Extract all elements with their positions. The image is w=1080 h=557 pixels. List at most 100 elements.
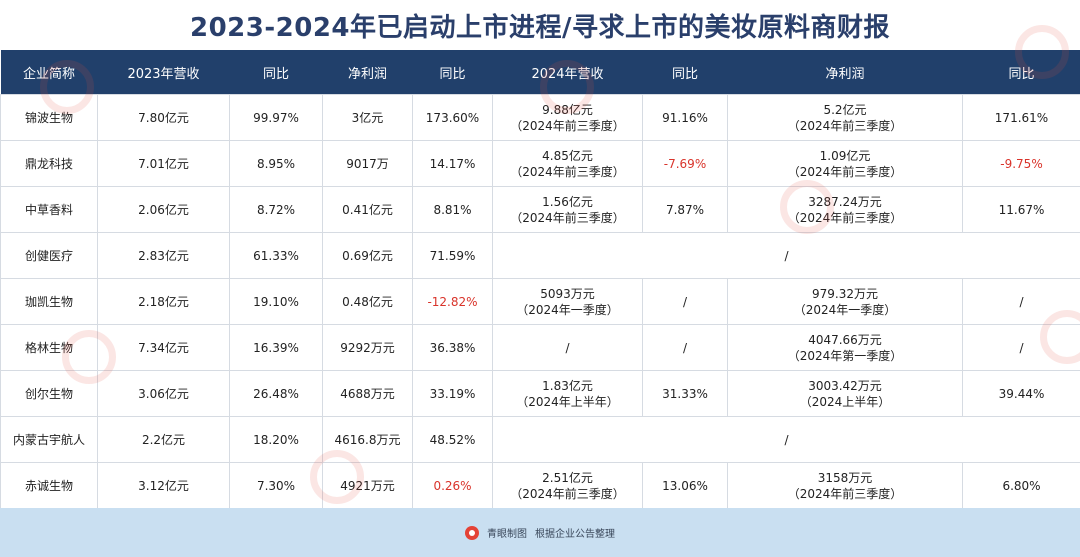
revenue-2024-value: 1.83亿元 bbox=[542, 378, 593, 393]
revenue-2023: 7.01亿元 bbox=[97, 140, 230, 187]
table-row: 锦波生物 7.80亿元 99.97% 3亿元 173.60% 9.88亿元 （2024年前三… bbox=[0, 94, 1080, 141]
revenue-2024-yoy: / bbox=[642, 324, 728, 371]
net-profit-2024-yoy: / bbox=[962, 278, 1080, 325]
net-profit-2024: 5.2亿元 （2024年前三季度） bbox=[727, 94, 963, 141]
net-profit-2023: 0.48亿元 bbox=[322, 278, 413, 325]
company-name: 创健医疗 bbox=[0, 232, 98, 279]
revenue-2024-period: （2024年上半年） bbox=[516, 394, 619, 409]
net-profit-2024: 3158万元 （2024年前三季度） bbox=[727, 462, 963, 509]
net-profit-2024-yoy: 11.67% bbox=[962, 186, 1080, 233]
revenue-2024-period: （2024年前三季度） bbox=[510, 118, 625, 133]
net-profit-2024: 979.32万元 （2024年一季度） bbox=[727, 278, 963, 325]
company-name: 珈凯生物 bbox=[0, 278, 98, 325]
net-profit-2023: 4688万元 bbox=[322, 370, 413, 417]
net-profit-2023: 9017万 bbox=[322, 140, 413, 187]
column-header: 同比 bbox=[642, 50, 728, 95]
net-profit-2023-yoy: 173.60% bbox=[412, 94, 493, 141]
revenue-2024: 2.51亿元 （2024年前三季度） bbox=[492, 462, 643, 509]
net-profit-2024-period: （2024年前三季度） bbox=[787, 164, 903, 179]
revenue-2024-yoy: 91.16% bbox=[642, 94, 728, 141]
column-header: 企业简称 bbox=[0, 50, 98, 95]
revenue-2024-period: （2024年一季度） bbox=[516, 302, 619, 317]
revenue-2024: 4.85亿元 （2024年前三季度） bbox=[492, 140, 643, 187]
revenue-2023: 3.12亿元 bbox=[97, 462, 230, 509]
net-profit-2024-value: 1.09亿元 bbox=[819, 148, 871, 163]
revenue-2023-yoy: 8.72% bbox=[229, 186, 323, 233]
net-profit-2024-period: （2024年前三季度） bbox=[787, 210, 903, 225]
net-profit-2024-value: 4047.66万元 bbox=[808, 332, 882, 347]
column-header: 同比 bbox=[412, 50, 493, 95]
revenue-2023-yoy: 18.20% bbox=[229, 416, 323, 463]
table-row: 格林生物 7.34亿元 16.39% 9292万元 36.38% //4047.66万元（… bbox=[0, 324, 1080, 371]
revenue-2024: 1.56亿元 （2024年前三季度） bbox=[492, 186, 643, 233]
net-profit-2024-yoy: 6.80% bbox=[962, 462, 1080, 509]
net-profit-2023-yoy: -12.82% bbox=[412, 278, 493, 325]
net-profit-2023: 4616.8万元 bbox=[322, 416, 413, 463]
revenue-2024-yoy: 7.87% bbox=[642, 186, 728, 233]
revenue-2023-yoy: 99.97% bbox=[229, 94, 323, 141]
net-profit-2024: 3287.24万元 （2024年前三季度） bbox=[727, 186, 963, 233]
column-header: 同比 bbox=[962, 50, 1080, 95]
net-profit-2024-period: （2024年前三季度） bbox=[787, 486, 903, 501]
revenue-2024-yoy: 31.33% bbox=[642, 370, 728, 417]
revenue-2024-period: （2024年前三季度） bbox=[510, 164, 625, 179]
net-profit-2023: 4921万元 bbox=[322, 462, 413, 509]
company-name: 中草香料 bbox=[0, 186, 98, 233]
column-header: 同比 bbox=[229, 50, 323, 95]
revenue-2023: 2.83亿元 bbox=[97, 232, 230, 279]
net-profit-2024-yoy: -9.75% bbox=[962, 140, 1080, 187]
table-row: 珈凯生物 2.18亿元 19.10% 0.48亿元 -12.82% 5093万元 （2024… bbox=[0, 278, 1080, 325]
revenue-2024-value: / bbox=[565, 340, 570, 355]
net-profit-2024-period: （2024上半年） bbox=[799, 394, 891, 409]
net-profit-2024-period: （2024年第一季度） bbox=[787, 348, 903, 363]
net-profit-2023-yoy: 71.59% bbox=[412, 232, 493, 279]
table-row: 创尔生物 3.06亿元 26.48% 4688万元 33.19% 1.83亿元 （2024年… bbox=[0, 370, 1080, 417]
net-profit-2023-yoy: 8.81% bbox=[412, 186, 493, 233]
revenue-2024-value: 2.51亿元 bbox=[542, 470, 593, 485]
revenue-2023-yoy: 8.95% bbox=[229, 140, 323, 187]
merged-2024-cell: / bbox=[492, 416, 1080, 463]
net-profit-2024-yoy: / bbox=[962, 324, 1080, 371]
revenue-2024-yoy: -7.69% bbox=[642, 140, 728, 187]
table-row: 创健医疗 2.83亿元 61.33% 0.69亿元 71.59% / bbox=[0, 232, 1080, 279]
footer-brand: 青眼制图 bbox=[487, 529, 527, 540]
net-profit-2023: 9292万元 bbox=[322, 324, 413, 371]
revenue-2024-value: 1.56亿元 bbox=[542, 194, 593, 209]
revenue-2024: 5093万元 （2024年一季度） bbox=[492, 278, 643, 325]
company-name: 创尔生物 bbox=[0, 370, 98, 417]
revenue-2023: 2.2亿元 bbox=[97, 416, 230, 463]
revenue-2024-value: 5093万元 bbox=[540, 286, 595, 301]
column-header: 净利润 bbox=[727, 50, 963, 95]
net-profit-2023: 0.41亿元 bbox=[322, 186, 413, 233]
revenue-2023: 2.06亿元 bbox=[97, 186, 230, 233]
net-profit-2024-yoy: 39.44% bbox=[962, 370, 1080, 417]
financial-table: 企业简称 2023年营收 同比 净利润 同比 2024年营收 同比 净利润 同比 锦波生物 7.8… bbox=[0, 50, 1080, 509]
footer-source: 根据企业公告整理 bbox=[535, 529, 615, 540]
footer-bar: 青眼制图 根据企业公告整理 bbox=[0, 508, 1080, 557]
company-name: 鼎龙科技 bbox=[0, 140, 98, 187]
table-header-row: 企业简称 2023年营收 同比 净利润 同比 2024年营收 同比 净利润 同比 bbox=[0, 50, 1080, 95]
brand-logo-icon bbox=[465, 525, 479, 540]
net-profit-2024-yoy: 171.61% bbox=[962, 94, 1080, 141]
page-title: 2023-2024年已启动上市进程/寻求上市的美妆原料商财报 bbox=[189, 12, 890, 43]
column-header: 2024年营收 bbox=[492, 50, 643, 95]
revenue-2024-yoy: / bbox=[642, 278, 728, 325]
net-profit-2024: 4047.66万元 （2024年第一季度） bbox=[727, 324, 963, 371]
net-profit-2024: 1.09亿元 （2024年前三季度） bbox=[727, 140, 963, 187]
net-profit-2024-period: （2024年前三季度） bbox=[787, 118, 903, 133]
net-profit-2024-value: 3287.24万元 bbox=[808, 194, 882, 209]
revenue-2023: 7.80亿元 bbox=[97, 94, 230, 141]
revenue-2024-value: 9.88亿元 bbox=[542, 102, 593, 117]
table-row: 赤诚生物 3.12亿元 7.30% 4921万元 0.26% 2.51亿元 （2024年前三… bbox=[0, 462, 1080, 509]
net-profit-2024: 3003.42万元 （2024上半年） bbox=[727, 370, 963, 417]
revenue-2023: 2.18亿元 bbox=[97, 278, 230, 325]
revenue-2023-yoy: 26.48% bbox=[229, 370, 323, 417]
company-name: 锦波生物 bbox=[0, 94, 98, 141]
revenue-2023-yoy: 16.39% bbox=[229, 324, 323, 371]
table-row: 鼎龙科技 7.01亿元 8.95% 9017万 14.17% 4.85亿元 （2024年前三… bbox=[0, 140, 1080, 187]
company-name: 赤诚生物 bbox=[0, 462, 98, 509]
net-profit-2024-value: 3003.42万元 bbox=[808, 378, 882, 393]
revenue-2024-period: （2024年前三季度） bbox=[510, 486, 625, 501]
revenue-2024-value: 4.85亿元 bbox=[542, 148, 593, 163]
table-row: 中草香料 2.06亿元 8.72% 0.41亿元 8.81% 1.56亿元 （2024年前三… bbox=[0, 186, 1080, 233]
